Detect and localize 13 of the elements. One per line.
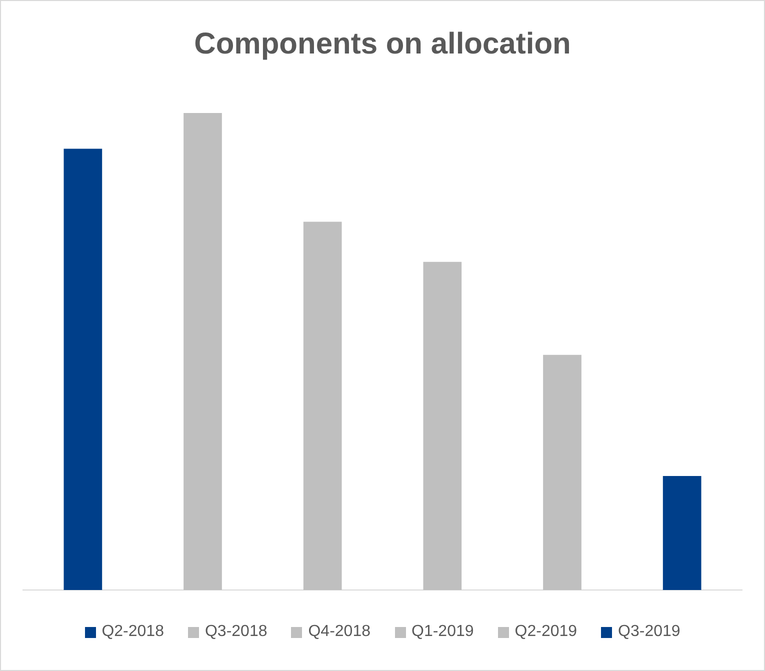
x-tick-label: Q2-2019	[514, 623, 578, 641]
chart-title: Components on allocation	[194, 27, 571, 60]
bar	[303, 222, 342, 590]
bar	[543, 354, 582, 590]
bar	[64, 148, 102, 590]
bar	[423, 262, 462, 590]
bar	[184, 113, 222, 590]
x-tick-label: Q3-2019	[618, 623, 680, 641]
x-tick-label: Q3-2018	[204, 623, 268, 641]
x-tick-label: Q4-2018	[308, 623, 370, 641]
bar	[662, 476, 702, 590]
x-tick-label: Q2-2018	[102, 623, 164, 641]
x-tick-label: Q1-2019	[412, 623, 474, 641]
